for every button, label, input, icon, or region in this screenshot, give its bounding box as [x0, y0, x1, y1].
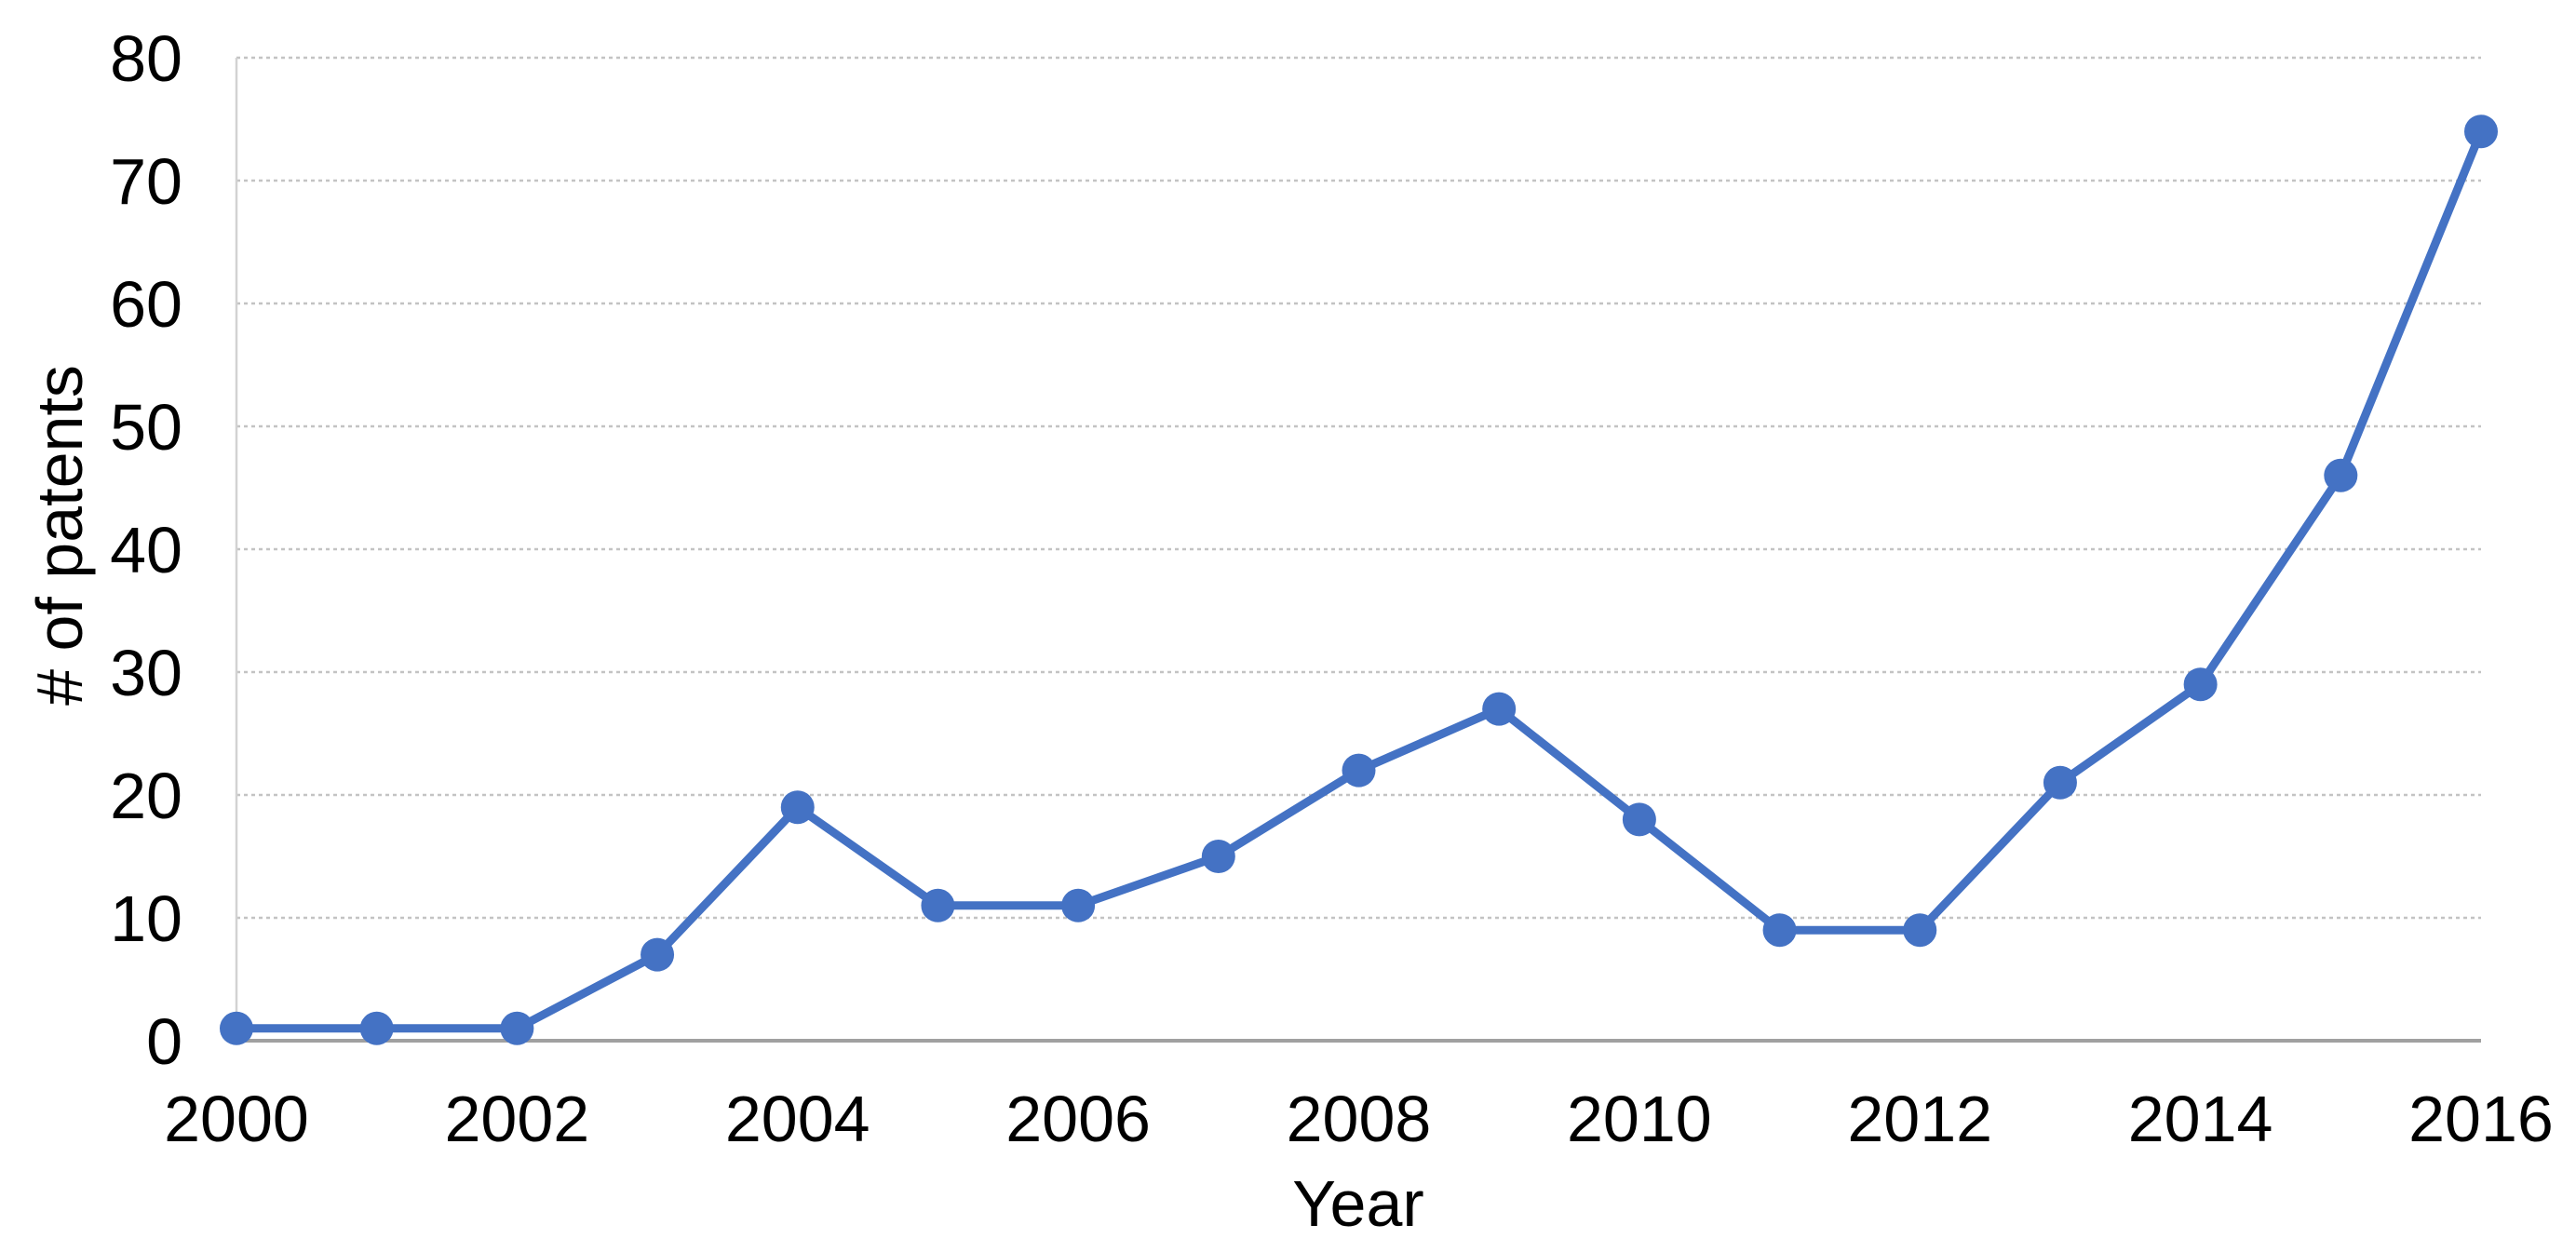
axes	[235, 58, 2481, 1043]
y-tick-label-80: 80	[110, 22, 182, 95]
data-point-2012	[1903, 913, 1937, 948]
data-point-2008	[1342, 753, 1376, 788]
y-axis-tick-labels: 0 10 20 30 40 50 60 70 80	[110, 22, 182, 1078]
series-line-path	[232, 127, 2486, 1033]
gridlines	[236, 56, 2481, 920]
y-tick-label-0: 0	[146, 1005, 182, 1078]
data-point-2007	[1201, 840, 1235, 873]
data-point-2009	[1482, 692, 1517, 726]
x-tick-label-2006: 2006	[1005, 1083, 1151, 1155]
y-tick-label-20: 20	[110, 760, 182, 832]
data-point-2005	[921, 888, 955, 922]
x-tick-label-2000: 2000	[164, 1083, 309, 1155]
data-point-2004	[780, 790, 815, 825]
y-tick-label-50: 50	[110, 391, 182, 464]
y-tick-label-40: 40	[110, 514, 182, 586]
x-tick-label-2010: 2010	[1567, 1083, 1712, 1155]
data-point-2015	[2324, 458, 2358, 492]
x-tick-label-2014: 2014	[2128, 1083, 2273, 1155]
y-tick-label-30: 30	[110, 637, 182, 709]
data-point-2016	[2464, 114, 2498, 149]
data-point-2010	[1622, 802, 1656, 837]
x-tick-label-2004: 2004	[725, 1083, 870, 1155]
data-point-2001	[359, 1011, 394, 1045]
data-point-2003	[641, 937, 675, 972]
data-point-2014	[2183, 667, 2218, 702]
data-point-2000	[220, 1011, 253, 1045]
x-tick-label-2012: 2012	[1847, 1083, 1992, 1155]
data-point-2006	[1061, 888, 1096, 922]
x-axis-tick-labels: 2000 2002 2004 2006 2008 2010 2012 2014 2016	[164, 1083, 2554, 1155]
data-point-2002	[500, 1011, 534, 1045]
line-series	[220, 114, 2498, 1045]
y-tick-label-70: 70	[110, 145, 182, 218]
y-axis-title: # of patents	[23, 365, 96, 706]
data-point-2013	[2043, 765, 2077, 800]
y-tick-label-10: 10	[110, 882, 182, 955]
x-tick-label-2016: 2016	[2408, 1083, 2554, 1155]
x-tick-label-2008: 2008	[1287, 1083, 1432, 1155]
x-tick-label-2002: 2002	[445, 1083, 590, 1155]
x-axis-title: Year	[1292, 1167, 1423, 1240]
data-point-2011	[1762, 913, 1797, 948]
y-tick-label-60: 60	[110, 268, 182, 341]
